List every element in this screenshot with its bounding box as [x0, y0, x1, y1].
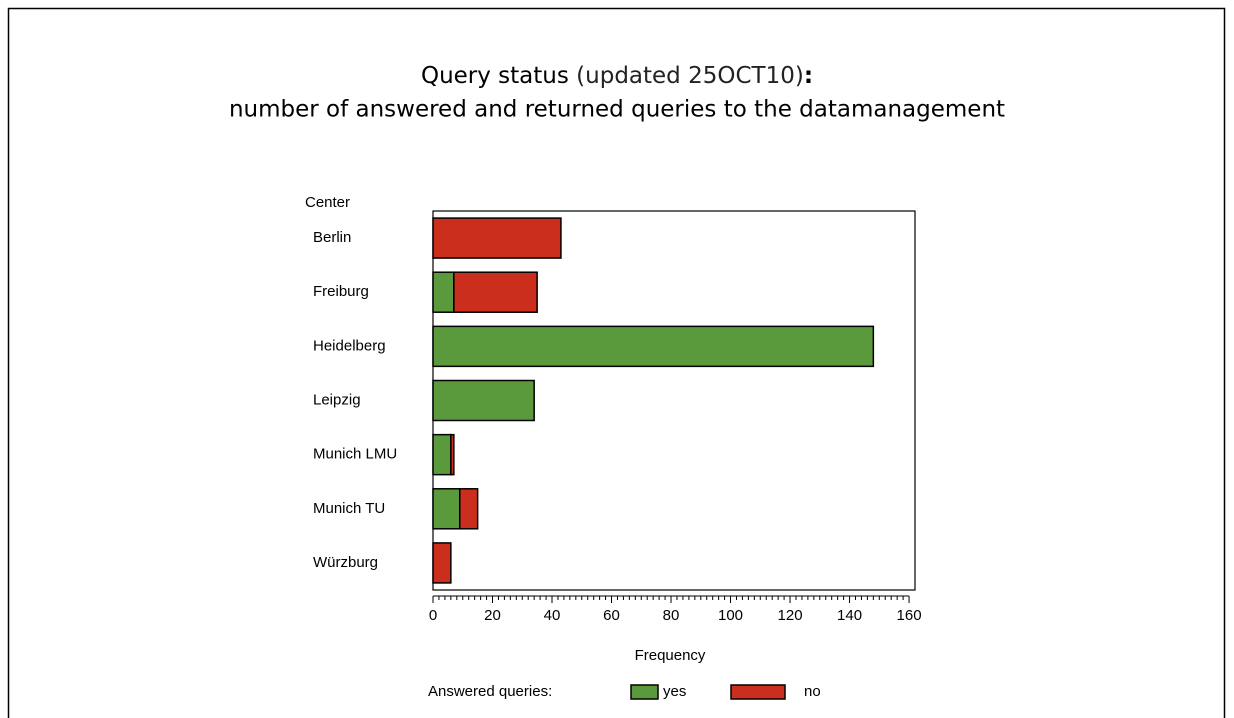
bar-segment [432, 379, 535, 422]
chart-title: Query status [421, 63, 569, 89]
y-tick-label: Munich LMU [313, 446, 397, 463]
y-tick-label: Munich TU [313, 500, 385, 517]
x-tick-label: 160 [897, 607, 922, 624]
x-tick-label: 20 [484, 607, 501, 624]
x-tick-label: 60 [603, 607, 620, 624]
frame [7, 7, 1226, 718]
title-note: (updated 25OCT10) [576, 63, 804, 89]
bar-segment [432, 325, 875, 368]
legend-label: yes [663, 683, 686, 700]
subtitle: number of answered and returned queries … [229, 97, 1005, 123]
y-tick-label: Würzburg [313, 554, 378, 571]
bar-segment [432, 433, 452, 476]
bar-segment [432, 217, 562, 259]
legend-title: Answered queries: [428, 683, 552, 700]
x-tick-label: 100 [718, 607, 743, 624]
x-tick-label: 80 [663, 607, 680, 624]
chart-title-line: Query status (updated 25OCT10): [421, 63, 813, 89]
y-tick-label: Freiburg [313, 283, 369, 300]
x-tick-label: 120 [778, 607, 803, 624]
bar-segment [432, 542, 452, 584]
legend-label: no [804, 683, 821, 700]
x-tick-label: 0 [429, 607, 437, 624]
bar-segment [459, 488, 479, 530]
legend-swatch [730, 684, 786, 700]
y-axis-label: Center [305, 194, 350, 211]
bar-segment [453, 271, 538, 313]
y-tick-label: Leipzig [313, 391, 361, 408]
y-tick-label: Berlin [313, 229, 351, 246]
bar-segment [432, 488, 461, 530]
bar-segment [450, 433, 455, 476]
legend-swatch [630, 684, 659, 700]
bar-segment [432, 271, 455, 313]
x-tick-label: 140 [837, 607, 862, 624]
x-tick-label: 40 [544, 607, 561, 624]
title-colon: : [804, 63, 813, 89]
y-tick-label: Heidelberg [313, 337, 386, 354]
x-axis-label: Frequency [635, 647, 706, 664]
